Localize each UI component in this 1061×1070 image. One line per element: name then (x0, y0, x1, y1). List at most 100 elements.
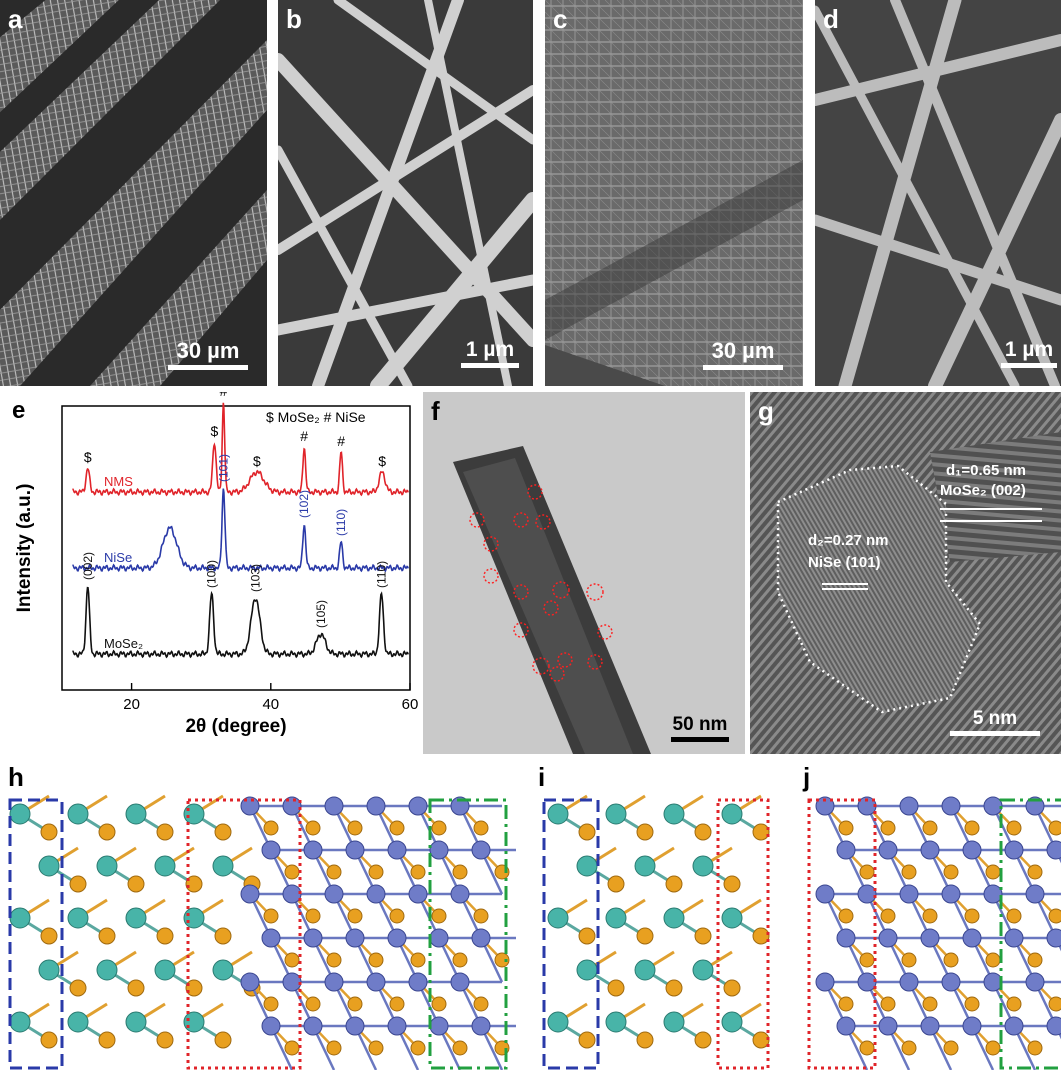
se-atom (40, 823, 58, 841)
scalebar-a: 30 µm (168, 338, 248, 370)
ni-atom (324, 796, 344, 816)
scalebar-line-b (461, 363, 519, 368)
hrtem-texture-g (750, 392, 1061, 754)
xrd-series-group: NMS $ $ # $ # # $ NiSe (101) (102) (110) MoSe₂ (002) (… (72, 392, 409, 659)
se-atom (964, 908, 980, 924)
se-atom (431, 908, 447, 924)
mo-atom (721, 1011, 743, 1033)
mo-atom (605, 1011, 627, 1033)
panel-b-sem-image: b 1 µm (278, 0, 533, 386)
mose2-edge-box (8, 798, 64, 1070)
se-atom (326, 1040, 342, 1056)
se-atom (98, 927, 116, 945)
mo-atom (154, 959, 176, 981)
se-atom (578, 1031, 596, 1049)
x-tick-label: 60 (402, 696, 419, 713)
panel-d-sem-image: d 1 µm (815, 0, 1061, 386)
ni-atom (366, 884, 386, 904)
mo-atom (96, 855, 118, 877)
ni-atom (429, 1016, 449, 1036)
se-atom (98, 1031, 116, 1049)
ni-atom (899, 884, 919, 904)
se-atom (922, 908, 938, 924)
panel-f-tem-image: f 50 nm (423, 392, 745, 754)
ni-atom (1046, 928, 1061, 948)
se-atom (838, 820, 854, 836)
se-atom (723, 979, 741, 997)
se-atom (694, 1031, 712, 1049)
se-atom (347, 908, 363, 924)
se-atom (389, 996, 405, 1012)
xrd-series-line (72, 402, 409, 497)
se-atom (368, 952, 384, 968)
x-axis-label: 2θ (degree) (185, 716, 286, 737)
se-atom (98, 823, 116, 841)
ni-atom (899, 972, 919, 992)
peak-label: (105) (314, 600, 328, 628)
mo-atom (9, 907, 31, 929)
ni-atom (366, 972, 386, 992)
ni-atom (878, 928, 898, 948)
se-atom (69, 979, 87, 997)
se-atom (263, 996, 279, 1012)
scalebar-line-d (1001, 363, 1057, 368)
se-atom (69, 875, 87, 893)
se-atom (636, 927, 654, 945)
se-atom (185, 875, 203, 893)
nise-lattice (815, 796, 1061, 1070)
ni-atom (962, 840, 982, 860)
se-atom (431, 996, 447, 1012)
se-atom (694, 823, 712, 841)
ni-atom (836, 840, 856, 860)
se-atom (880, 908, 896, 924)
se-atom (901, 1040, 917, 1056)
x-tick-label: 40 (262, 696, 279, 713)
mo-atom (212, 959, 234, 981)
ni-atom (1025, 884, 1045, 904)
se-atom (964, 820, 980, 836)
ni-atom (1004, 1016, 1024, 1036)
scalebar-line-a (168, 365, 248, 370)
ni-atom (983, 972, 1003, 992)
se-atom (578, 823, 596, 841)
ni-atom (387, 1016, 407, 1036)
se-atom (410, 1040, 426, 1056)
se-atom (473, 908, 489, 924)
panel-letter-a: a (8, 4, 23, 34)
ni-atom (303, 928, 323, 948)
ni-atom (429, 928, 449, 948)
ni-atom (345, 840, 365, 860)
panel-g-hrtem-image: g d₁=0.65 nm MoSe₂ (002) d₂=0.27 nm NiSe… (750, 392, 1061, 754)
scalebar-line-f (671, 737, 729, 742)
panel-letter-f: f (431, 396, 440, 426)
peak-label: (101) (216, 454, 230, 482)
peak-label: $ (378, 453, 386, 469)
se-atom (964, 996, 980, 1012)
series-name-label: NMS (104, 474, 133, 489)
ni-atom (345, 1016, 365, 1036)
ni-atom (815, 796, 835, 816)
ni-atom (878, 840, 898, 860)
se-atom (156, 1031, 174, 1049)
se-atom (636, 823, 654, 841)
se-atom (214, 823, 232, 841)
se-atom (127, 979, 145, 997)
ni-atom (366, 796, 386, 816)
se-atom (607, 979, 625, 997)
se-atom (347, 820, 363, 836)
se-atom (665, 979, 683, 997)
ni-atom (408, 884, 428, 904)
scalebar-label-d: 1 µm (1004, 338, 1054, 361)
se-atom (752, 927, 770, 945)
se-atom (347, 996, 363, 1012)
ni-atom (836, 928, 856, 948)
ni-atom (324, 884, 344, 904)
se-atom (305, 820, 321, 836)
se-atom (305, 908, 321, 924)
xrd-series-line (72, 586, 409, 659)
ni-atom (857, 884, 877, 904)
ni-atom (261, 1016, 281, 1036)
mose2-right-edge-box (716, 798, 770, 1070)
mo-atom (38, 959, 60, 981)
se-atom (943, 1040, 959, 1056)
